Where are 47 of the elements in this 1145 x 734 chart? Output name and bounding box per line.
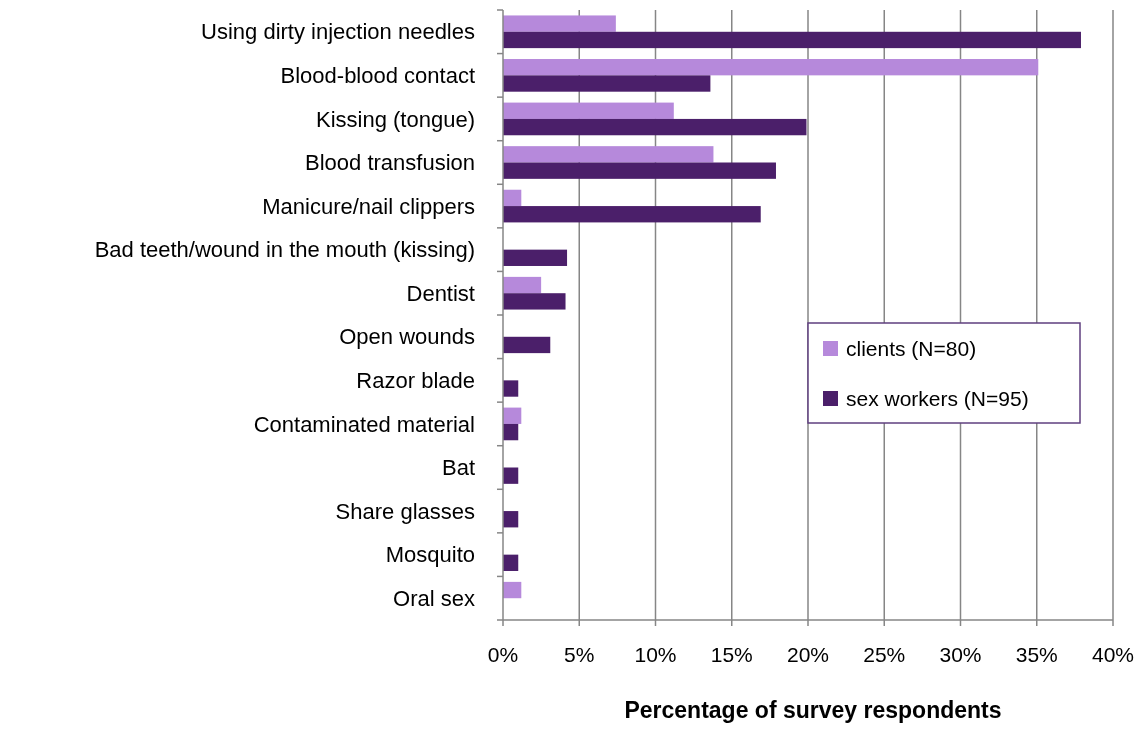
- legend-label: clients (N=80): [846, 337, 977, 361]
- y-tick-label: Share glasses: [335, 498, 475, 524]
- y-tick-label: Razor blade: [356, 368, 475, 394]
- bar: [503, 31, 1081, 49]
- bar: [503, 407, 522, 424]
- x-tick-label: 40%: [1091, 643, 1135, 666]
- x-tick-label: 20%: [786, 643, 830, 666]
- bar: [503, 581, 522, 599]
- bar: [503, 15, 616, 32]
- bar: [503, 293, 566, 310]
- x-tick-label: 25%: [863, 643, 906, 666]
- x-tick-label: 15%: [710, 643, 753, 666]
- bar: [503, 423, 519, 441]
- y-tick-label: Kissing (tongue): [316, 106, 475, 132]
- bar: [503, 467, 519, 484]
- y-tick-label: Using dirty injection needles: [201, 19, 475, 45]
- bar: [503, 276, 542, 294]
- bar: [503, 102, 674, 119]
- bar: [503, 336, 551, 354]
- y-tick-label: Blood transfusion: [305, 150, 475, 176]
- bar: [503, 554, 519, 571]
- x-axis-title: Percentage of survey respondents: [624, 697, 1002, 723]
- x-tick-label: 30%: [939, 643, 982, 666]
- y-tick-label: Dentist: [406, 280, 475, 306]
- bar: [503, 146, 714, 163]
- y-tick-label: Contaminated material: [253, 411, 475, 437]
- bar: [503, 249, 568, 266]
- bar: [503, 206, 761, 223]
- bar: [503, 75, 711, 92]
- bar: [503, 380, 519, 397]
- y-tick-label: Blood-blood contact: [280, 63, 475, 89]
- bar: [503, 59, 1039, 76]
- bar: [503, 162, 776, 179]
- x-tick-label: 10%: [634, 643, 677, 666]
- bar: [503, 189, 522, 207]
- bar: [503, 511, 519, 528]
- y-tick-label: Bat: [441, 455, 475, 481]
- x-tick-label: 35%: [1015, 643, 1058, 666]
- y-tick-label: Mosquito: [385, 542, 475, 568]
- legend-label: sex workers (N=95): [846, 387, 1029, 411]
- y-tick-label: Open wounds: [339, 324, 475, 350]
- y-tick-label: Oral sex: [393, 585, 475, 611]
- y-tick-label: Manicure/nail clippers: [262, 193, 475, 219]
- bar: [503, 118, 807, 136]
- x-tick-label: 0%: [487, 643, 519, 666]
- x-tick-label: 5%: [564, 643, 595, 666]
- y-tick-label: Bad teeth/wound in the mouth (kissing): [94, 237, 475, 263]
